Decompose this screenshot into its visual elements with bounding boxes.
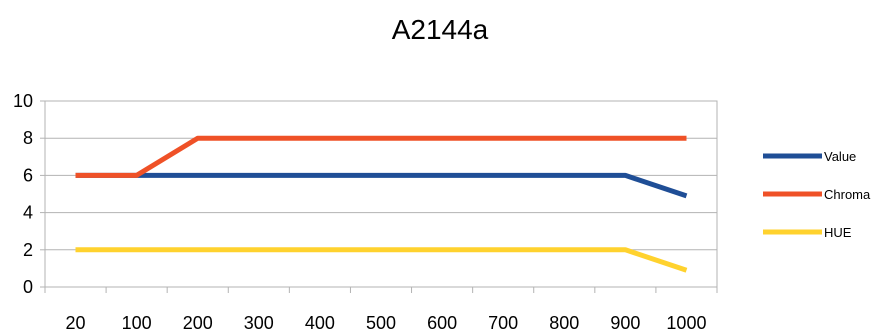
series-line-value — [75, 172, 688, 199]
y-axis-ticks: 0 2 4 6 8 10 — [13, 91, 33, 297]
x-axis-ticks: 20 100 200 300 400 500 600 700 800 900 1000 — [66, 313, 707, 331]
x-tick-label: 600 — [427, 313, 457, 331]
x-tick-label: 800 — [549, 313, 579, 331]
legend: Value Chroma HUE — [763, 149, 871, 240]
x-tick-label: 100 — [122, 313, 152, 331]
y-tick-label: 2 — [23, 240, 33, 260]
series-lines — [75, 135, 688, 273]
y-tick-label: 0 — [23, 277, 33, 297]
legend-label-value: Value — [824, 149, 856, 164]
series-line-chroma — [75, 135, 687, 178]
x-tick-label: 900 — [610, 313, 640, 331]
gridlines — [45, 100, 717, 288]
x-tick-label: 700 — [488, 313, 518, 331]
plot-area — [44, 100, 718, 288]
y-tick-label: 8 — [23, 128, 33, 148]
x-tick-label: 400 — [305, 313, 335, 331]
series-line-hue — [75, 247, 688, 273]
y-tick-label: 6 — [23, 165, 33, 185]
x-tick-label: 1000 — [666, 313, 706, 331]
x-tick-label: 200 — [183, 313, 213, 331]
legend-label-hue: HUE — [824, 225, 852, 240]
chart-title: A2144a — [391, 14, 489, 45]
x-tick-label: 300 — [244, 313, 274, 331]
y-tick-label: 10 — [13, 91, 33, 111]
y-tick-label: 4 — [23, 203, 33, 223]
x-tick-label: 500 — [366, 313, 396, 331]
chart-axes — [40, 100, 718, 293]
x-tick-label: 20 — [66, 313, 86, 331]
legend-label-chroma: Chroma — [824, 187, 871, 202]
